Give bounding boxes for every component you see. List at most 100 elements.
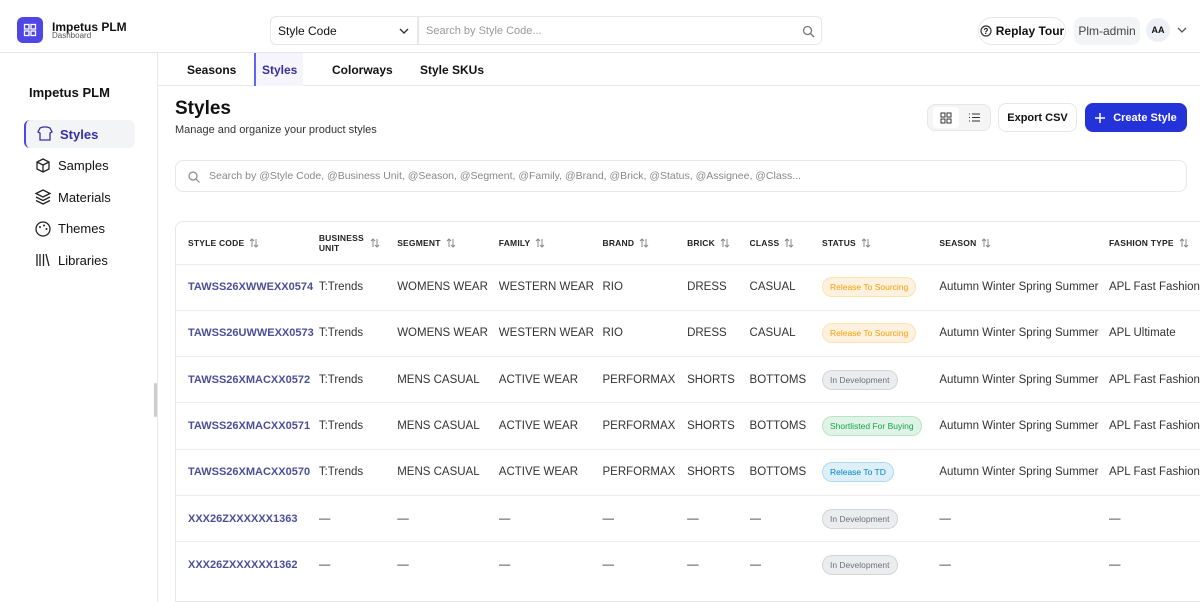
user-name[interactable]: Plm-admin [1074, 17, 1140, 45]
cell-text: APL Fast Fashion [1108, 420, 1200, 433]
sort-icon[interactable] [784, 238, 794, 248]
table-cell: ACTIVE WEAR [498, 356, 603, 403]
cell-text: DRESS [687, 281, 727, 294]
table-row[interactable]: XXX26ZXXXXXX1363 — — — — — — In Development — — [176, 494, 1200, 542]
cell-text: T:Trends [318, 327, 364, 340]
table-cell: ACTIVE WEAR [498, 448, 603, 496]
column-header-wrap: CLASS [750, 238, 815, 248]
column-header[interactable]: FAMILY [499, 222, 603, 264]
table-cell: WESTERN WEAR [498, 263, 603, 311]
filter-input[interactable]: Search by @Style Code, @Business Unit, @… [175, 160, 1187, 192]
style-code-link[interactable]: TAWSS26UWWEXX0573 [188, 327, 314, 340]
style-code-link[interactable]: XXX26ZXXXXXX1363 [188, 512, 298, 525]
status-pill: Release To TD [821, 462, 894, 483]
cell-text: SHORTS [687, 420, 735, 433]
table-cell: — [397, 541, 499, 589]
table-row[interactable]: TAWSS26UWWEXX0573 T:Trends WOMENS WEAR WEST… [176, 309, 1200, 357]
sort-icon[interactable] [1179, 238, 1189, 248]
cell-text: APL Fast Fashion [1108, 281, 1200, 294]
tab[interactable]: Styles [254, 53, 304, 86]
status-pill: Shortlisted For Buying [821, 416, 922, 437]
user-menu-caret[interactable] [1177, 27, 1187, 35]
column-header-wrap: SEGMENT [397, 238, 491, 248]
cell-text: — [687, 512, 699, 525]
view-toggle[interactable] [927, 104, 991, 131]
sort-icon[interactable] [446, 238, 456, 248]
table-row[interactable]: TAWSS26XMACXX0572 T:Trends MENS CASUAL ACTI… [176, 356, 1200, 403]
search-type[interactable]: Style Code [270, 16, 418, 45]
column-header-wrap: BUSINESS UNIT [319, 233, 390, 253]
sort-icon[interactable] [861, 238, 871, 248]
table-cell: Autumn Winter Spring Summer [939, 263, 1109, 311]
tab[interactable]: Colorways [332, 62, 393, 77]
cell-text: MENS CASUAL [397, 373, 480, 386]
table-cell: RIO [602, 263, 688, 311]
sort-icon[interactable] [981, 238, 991, 248]
cell-text: WOMENS WEAR [397, 281, 488, 294]
column-header[interactable]: FASHION TYPE [1109, 222, 1200, 264]
column-header-wrap: BRICK [687, 238, 742, 248]
sort-icon[interactable] [370, 238, 380, 248]
export-button[interactable]: Export CSV [998, 103, 1077, 132]
column-header[interactable]: STYLE CODE [176, 222, 319, 264]
table-row[interactable]: TAWSS26XMACXX0571 T:Trends MENS CASUAL ACTI… [176, 402, 1200, 450]
nav-item[interactable]: Materials [24, 183, 135, 211]
style-code-link[interactable]: TAWSS26XMACXX0570 [188, 466, 311, 479]
table-row[interactable]: XXX26ZXXXXXX1362 — — — — — — In Development — — [176, 541, 1200, 589]
column-header[interactable]: BRAND [602, 222, 687, 264]
table-cell: SHORTS [687, 402, 750, 450]
column-header[interactable]: BRICK [687, 222, 749, 264]
sort-icon[interactable] [535, 238, 545, 248]
style-code-link[interactable]: XXX26ZXXXXXX1362 [188, 559, 298, 572]
cell-text: APL Ultimate [1108, 327, 1176, 340]
column-header[interactable]: CLASS [750, 222, 822, 264]
table-cell: T:Trends [318, 448, 398, 496]
table-row[interactable]: TAWSS26XMACXX0570 T:Trends MENS CASUAL ACTI… [176, 448, 1200, 496]
nav-icon [37, 126, 53, 141]
table-row[interactable]: TAWSS26XWWEXX0574 T:Trends WOMENS WEAR WEST… [176, 263, 1200, 311]
table-cell: WOMENS WEAR [397, 309, 499, 357]
sort-icon[interactable] [639, 238, 649, 248]
status-pill: In Development [821, 555, 898, 576]
sidebar: Impetus PLM Styles Samples Materials Themes… [0, 53, 158, 602]
sort-icon[interactable] [720, 238, 730, 248]
nav-item[interactable]: Styles [24, 120, 135, 148]
table-cell: Release To Sourcing [821, 263, 940, 311]
tab[interactable]: Seasons [187, 62, 237, 77]
page-title: Styles [175, 98, 231, 119]
nav-label: Materials [58, 189, 111, 205]
table-cell: PERFORMAX [602, 356, 688, 403]
table-cell: BOTTOMS [749, 356, 822, 403]
avatar[interactable]: AA [1146, 18, 1170, 42]
nav-item[interactable]: Libraries [24, 246, 135, 274]
list-view[interactable] [965, 107, 985, 128]
cell-text: APL Fast Fashion [1108, 466, 1200, 479]
logo[interactable] [17, 17, 43, 43]
column-header[interactable]: SEGMENT [397, 222, 499, 264]
style-code-link[interactable]: TAWSS26XWWEXX0574 [188, 281, 314, 294]
nav-label: Themes [58, 221, 105, 236]
create-button[interactable]: Create Style [1085, 103, 1187, 132]
sort-icon[interactable] [249, 238, 259, 248]
page-subtitle: Manage and organize your product styles [175, 124, 377, 136]
tab[interactable]: Style SKUs [420, 62, 485, 77]
resize-handle[interactable] [154, 383, 157, 417]
table-cell: — [318, 541, 398, 589]
table-cell: — [318, 494, 398, 542]
cell-text: T:Trends [318, 281, 364, 294]
table-cell: — [602, 494, 688, 542]
nav-item[interactable]: Samples [24, 152, 135, 180]
style-code-link[interactable]: TAWSS26XMACXX0572 [188, 373, 311, 386]
cell-text: — [397, 512, 409, 525]
grid-view[interactable] [933, 107, 959, 128]
nav-item[interactable]: Themes [24, 215, 135, 243]
replay-tour-button[interactable]: ? Replay Tour [978, 17, 1066, 45]
search-input[interactable]: Search by Style Code... [418, 16, 822, 45]
nav-icon [34, 189, 52, 205]
style-code-link[interactable]: TAWSS26XMACXX0571 [188, 420, 311, 433]
column-header[interactable]: STATUS [822, 222, 939, 264]
table-cell: — [687, 541, 750, 589]
column-header[interactable]: SEASON [939, 222, 1109, 264]
column-header[interactable]: BUSINESS UNIT [319, 222, 397, 264]
table-cell: In Development [821, 356, 940, 403]
